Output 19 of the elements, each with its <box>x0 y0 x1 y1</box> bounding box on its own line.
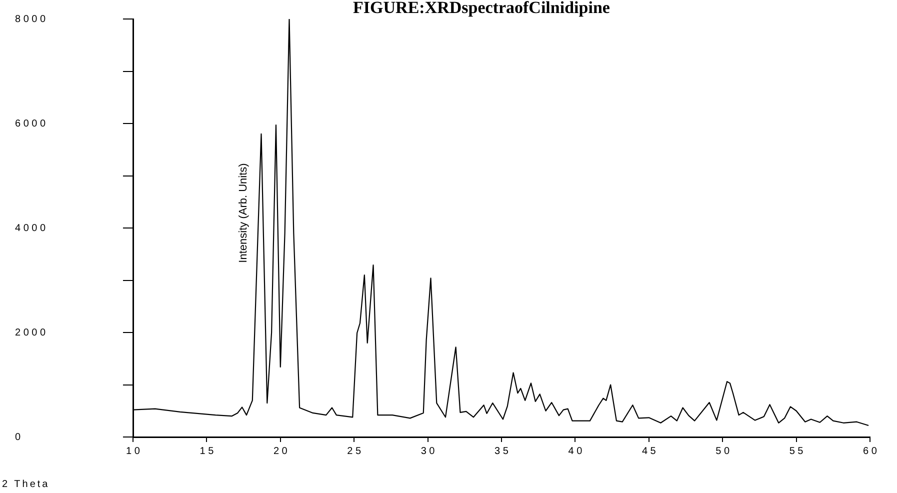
x-tick-label: 2 0 <box>273 446 288 457</box>
y-tick-label: 0 <box>15 432 21 443</box>
x-tick-label: 3 5 <box>494 446 509 457</box>
x-tick-label: 4 5 <box>642 446 656 457</box>
x-tick-label: 6 0 <box>863 446 878 457</box>
y-tick-label: 8 0 0 0 <box>15 14 46 25</box>
chart-title: FIGURE:XRDspectraofCilnidipine <box>353 0 610 17</box>
y-tick-label: 6 0 0 0 <box>15 118 46 130</box>
x-axis-title: 2 Theta <box>2 478 50 490</box>
x-tick-label: 5 5 <box>789 446 804 457</box>
x-tick-label: 4 0 <box>568 446 583 457</box>
y-tick-label: 2 0 0 0 <box>15 327 46 338</box>
y-axis-title: Intensity (Arb. Units) <box>238 163 250 263</box>
x-tick-label: 5 0 <box>716 446 730 457</box>
x-tick-label: 3 0 <box>420 446 436 457</box>
x-tick-label: 1 5 <box>200 446 214 457</box>
x-tick-label: 1 0 <box>126 446 140 457</box>
y-tick-label: 4 0 0 0 <box>15 222 46 234</box>
x-tick-label: 2 5 <box>347 446 362 457</box>
